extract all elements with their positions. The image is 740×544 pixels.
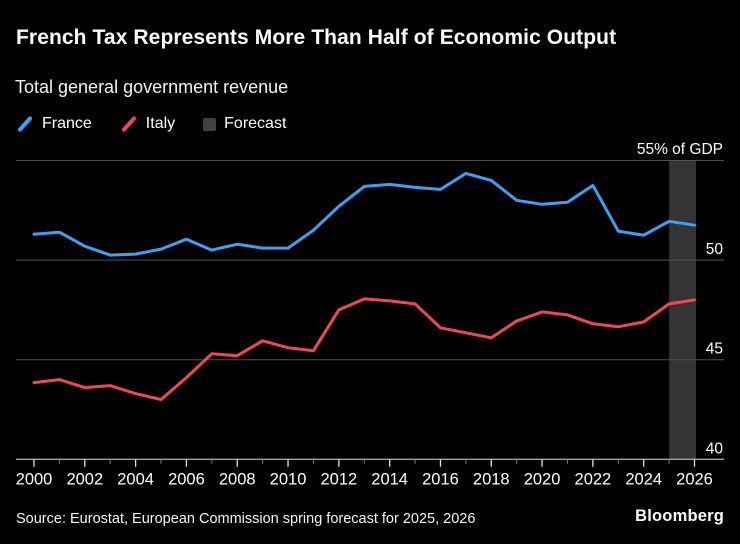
x-tick-label-2022: 2022	[575, 471, 612, 489]
source-note: Source: Eurostat, European Commission sp…	[16, 511, 476, 527]
chart-subtitle: Total general government revenue	[15, 77, 289, 97]
legend: France Italy Forecast	[16, 115, 286, 133]
france-line	[32, 171, 696, 257]
x-tick-label-2016: 2016	[422, 471, 459, 489]
bloomberg-logo: Bloomberg	[635, 507, 724, 525]
chart-title: French Tax Represents More Than Half of …	[16, 26, 617, 49]
france-line-swatch-icon	[18, 116, 32, 132]
x-tick-label-2024: 2024	[625, 471, 662, 489]
forecast-swatch-icon	[203, 117, 217, 131]
x-tick-label-2004: 2004	[117, 471, 154, 489]
x-tick-label-2020: 2020	[524, 471, 561, 489]
x-tick-label-2008: 2008	[219, 471, 256, 489]
y-tick-label-50: 50	[706, 241, 724, 258]
x-tick-label-2014: 2014	[371, 471, 408, 489]
legend-item-france: France	[16, 115, 92, 133]
forecast-band	[669, 160, 696, 460]
italy-line	[32, 297, 696, 401]
axis-unit-label: 55% of GDP	[637, 141, 723, 158]
legend-label-forecast: Forecast	[224, 115, 287, 132]
x-tick-label-2010: 2010	[270, 471, 307, 489]
x-tick-label-2006: 2006	[168, 471, 205, 489]
italy-line-swatch-icon	[121, 116, 136, 132]
x-tick-label-2012: 2012	[320, 471, 357, 489]
x-tick-label-2026: 2026	[676, 471, 713, 489]
y-tick-label-45: 45	[706, 341, 723, 358]
legend-item-forecast: Forecast	[203, 115, 286, 133]
x-tick-label-2000: 2000	[16, 471, 53, 489]
legend-label-france: France	[42, 115, 92, 132]
x-tick-label-2018: 2018	[473, 471, 510, 489]
legend-item-italy: Italy	[120, 115, 175, 133]
x-tick-label-2002: 2002	[66, 471, 103, 489]
legend-label-italy: Italy	[145, 115, 176, 132]
y-tick-label-40: 40	[706, 440, 724, 457]
